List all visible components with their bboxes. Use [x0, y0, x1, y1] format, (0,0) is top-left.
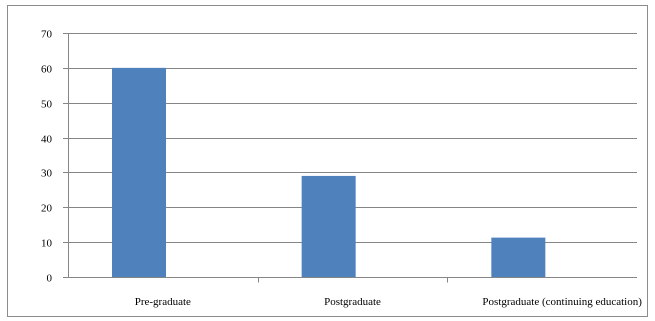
y-tick-label: 20 — [41, 203, 53, 215]
y-tick-label: 40 — [41, 134, 53, 146]
bar-postgraduate — [301, 175, 356, 277]
category-label: Postgraduate (continuing education) — [482, 296, 642, 308]
y-tick-label: 70 — [41, 29, 53, 41]
bars — [112, 67, 546, 277]
axes — [63, 33, 637, 283]
category-label: Pre-graduate — [135, 296, 191, 308]
labels: 0 10 20 30 40 50 60 70 Pre-graduate Postgraduate P… — [41, 29, 642, 309]
y-tick-label: 0 — [47, 273, 53, 285]
bar-pre-graduate — [112, 67, 166, 277]
y-tick-label: 60 — [41, 64, 53, 76]
bar-postgraduate-continuing-education — [491, 237, 546, 277]
y-tick-label: 50 — [41, 99, 53, 111]
category-label: Postgraduate — [324, 296, 381, 308]
y-tick-label: 10 — [41, 238, 53, 250]
y-tick-label: 30 — [41, 168, 53, 180]
